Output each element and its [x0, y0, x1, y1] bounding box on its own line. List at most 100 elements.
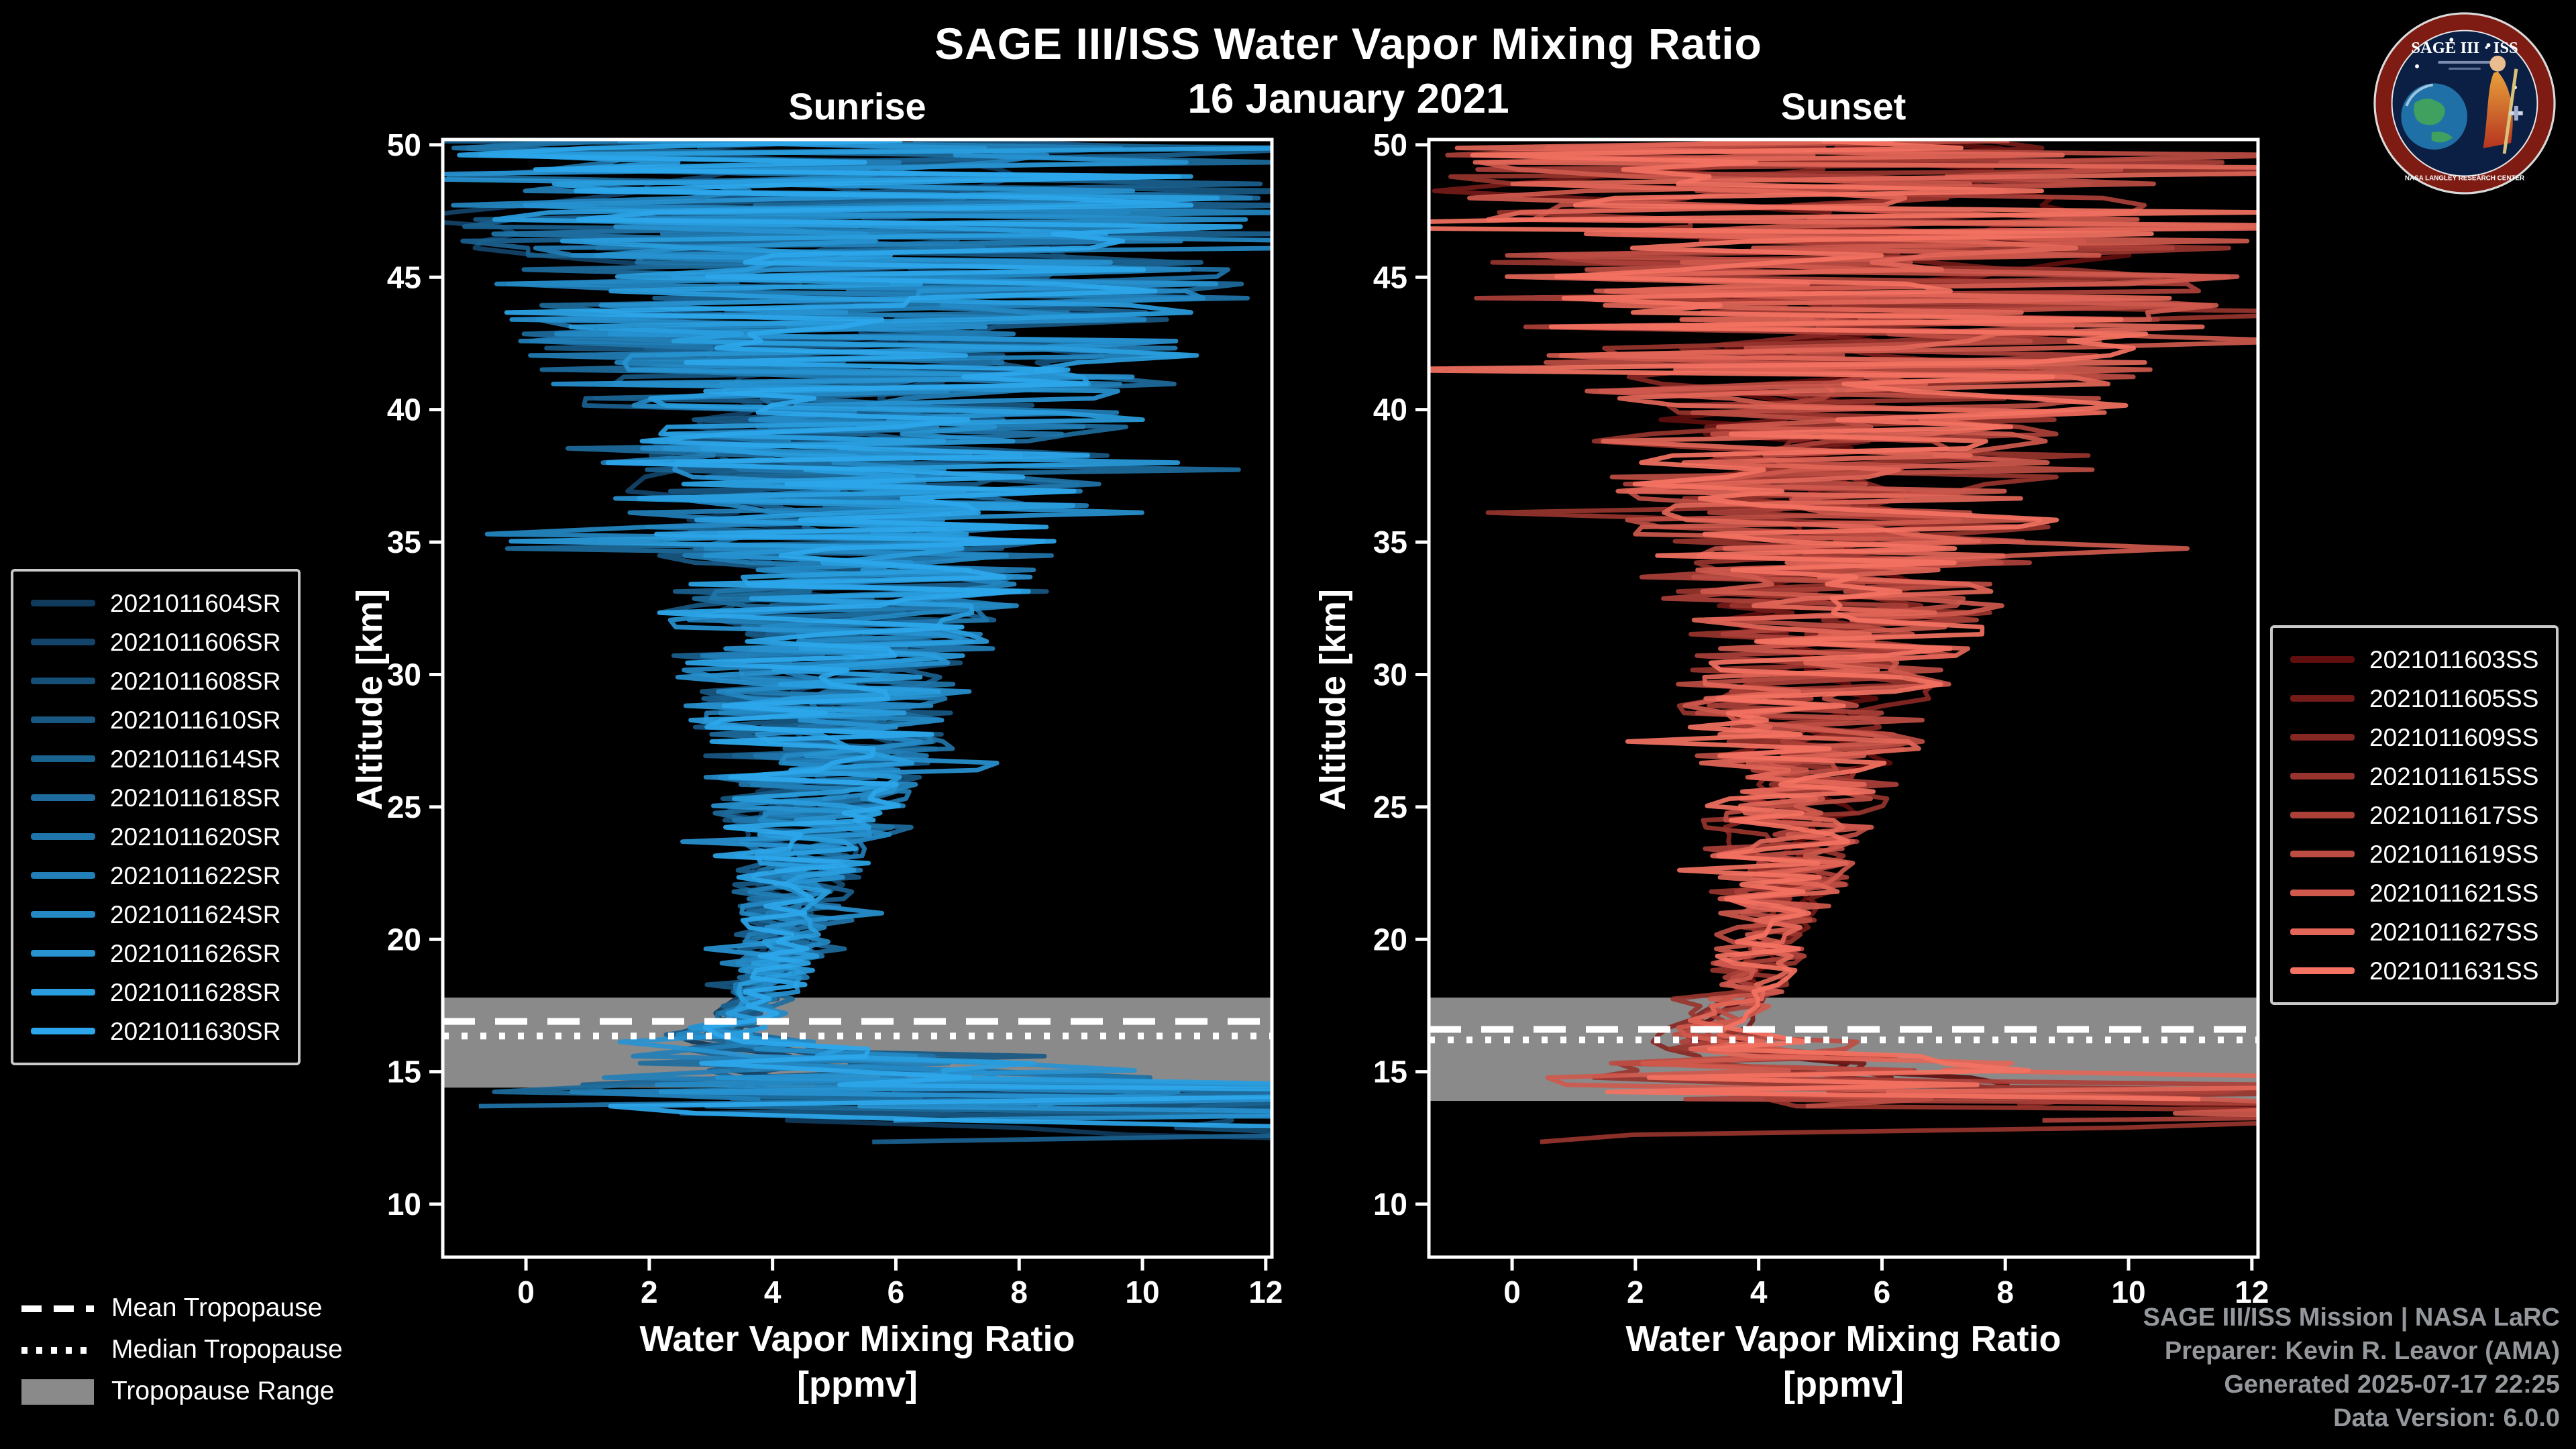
y-tick-label: 10 — [387, 1187, 421, 1222]
legend-line-swatch — [31, 950, 95, 957]
x-tick-label: 10 — [1125, 1275, 1159, 1309]
legend-line-swatch — [31, 911, 95, 918]
legend-item: 2021011631SS — [2290, 951, 2538, 990]
legend-item: 2021011604SR — [31, 584, 280, 623]
legend-label: Mean Tropopause — [111, 1293, 323, 1322]
legend-label: 2021011624SR — [110, 900, 281, 928]
y-tick-label: 40 — [387, 392, 421, 427]
star — [2486, 43, 2491, 48]
legend-label: Median Tropopause — [111, 1334, 343, 1364]
legend-item: 2021011608SR — [31, 661, 280, 700]
legend-label: 2021011615SS — [2369, 761, 2539, 790]
x-axis-label-line1: Water Vapor Mixing Ratio — [639, 1319, 1075, 1359]
axes-box — [441, 138, 1274, 1259]
legend-label: 2021011604SR — [110, 588, 281, 616]
legend-item: 2021011630SR — [31, 1012, 280, 1051]
legend-line-swatch — [31, 678, 95, 684]
x-tick-label: 6 — [1874, 1275, 1891, 1309]
legend-label: 2021011628SR — [110, 977, 281, 1006]
x-tick-label: 6 — [888, 1275, 905, 1309]
legend-line-swatch — [2290, 812, 2355, 818]
y-tick-label: 15 — [1373, 1055, 1407, 1089]
x-tick-label: 0 — [1503, 1275, 1521, 1309]
y-tick-label: 25 — [1373, 790, 1407, 824]
y-tick-label: 30 — [387, 657, 421, 692]
credit-line: Generated 2025-07-17 22:25 — [2224, 1371, 2560, 1399]
legend-label: 2021011617SS — [2369, 800, 2539, 828]
legend-item-mean-tropopause: Mean Tropopause — [21, 1293, 343, 1323]
legend-line-swatch — [31, 872, 95, 879]
legend-item-median-tropopause: Median Tropopause — [21, 1334, 343, 1364]
y-tick-label: 45 — [1373, 260, 1407, 294]
legend-item: 2021011627SS — [2290, 912, 2538, 951]
sunrise-legend: 2021011604SR 2021011606SR 2021011608SR 2021… — [11, 569, 301, 1065]
legend-label: 2021011619SS — [2369, 839, 2539, 867]
sunrise-panel-title: Sunrise — [788, 86, 926, 127]
legend-label: 2021011610SR — [110, 705, 281, 733]
y-tick-label: 45 — [387, 260, 421, 294]
legend-line-swatch — [31, 1028, 95, 1034]
sage-iii-iss-mission-patch: SAGE III · ISS NASA LANGLEY RESEARCH CEN… — [2373, 12, 2556, 195]
y-tick-label: 25 — [387, 790, 421, 824]
legend-line-swatch — [2290, 967, 2355, 974]
figure-head — [2489, 56, 2506, 72]
legend-item: 2021011609SS — [2290, 718, 2538, 757]
tropopause-legend: Mean Tropopause Median Tropopause Tropop… — [21, 1293, 343, 1418]
profile-line-2021011627SS — [1454, 140, 2258, 1094]
figure-date: 16 January 2021 — [1187, 75, 1509, 122]
legend-line-swatch — [2290, 890, 2355, 896]
legend-item: 2021011618SR — [31, 778, 280, 817]
legend-label: 2021011627SS — [2369, 917, 2539, 945]
legend-label: 2021011631SS — [2369, 956, 2539, 984]
sunset-plot: 0 2 4 6 8 10 12 10 15 20 25 30 35 40 45 50 — [1373, 127, 2269, 1309]
legend-line-swatch — [31, 639, 95, 645]
y-tick-label: 20 — [387, 922, 421, 957]
x-axis-label-line2: [ppmv] — [1783, 1364, 1904, 1405]
x-tick-label: 0 — [517, 1275, 535, 1309]
legend-item: 2021011619SS — [2290, 835, 2538, 873]
x-tick-label: 2 — [641, 1275, 658, 1309]
x-tick-label: 4 — [764, 1275, 782, 1309]
x-tick-label: 2 — [1627, 1275, 1644, 1309]
credit-line: Data Version: 6.0.0 — [2333, 1404, 2560, 1433]
dotted-line-swatch — [21, 1346, 94, 1353]
x-tick-label: 8 — [1010, 1275, 1028, 1309]
legend-label: 2021011620SR — [110, 822, 281, 850]
legend-item: 2021011603SS — [2290, 640, 2538, 679]
profile-line-2021011624SR — [451, 140, 1272, 1109]
legend-item: 2021011622SR — [31, 856, 280, 895]
y-tick-label: 50 — [1373, 127, 1407, 162]
patch-title: SAGE III · ISS — [2411, 39, 2518, 57]
figure-title: SAGE III/ISS Water Vapor Mixing Ratio — [934, 19, 1762, 68]
sunrise-plot: 0 2 4 6 8 10 12 10 15 20 25 30 35 40 45 50 — [387, 127, 1283, 1309]
legend-line-swatch — [31, 794, 95, 801]
axes-box — [1427, 138, 2260, 1259]
sunset-panel-title: Sunset — [1780, 86, 1907, 127]
y-tick-label: 20 — [1373, 922, 1407, 957]
legend-item: 2021011605SS — [2290, 679, 2538, 718]
credit-line: Preparer: Kevin R. Leavor (AMA) — [2164, 1337, 2560, 1366]
x-tick-label: 12 — [1248, 1275, 1283, 1309]
x-axis-label-line1: Water Vapor Mixing Ratio — [1625, 1319, 2061, 1359]
star — [2449, 38, 2454, 42]
sunrise-y-axis-label: Altitude [km] — [350, 589, 390, 810]
profile-line-2021011621SS — [1467, 140, 2258, 1118]
legend-item: 2021011624SR — [31, 895, 280, 934]
legend-label: 2021011606SR — [110, 627, 281, 655]
y-tick-label: 10 — [1373, 1187, 1407, 1222]
legend-label: 2021011603SS — [2369, 645, 2539, 673]
sunrise-x-axis-label: Water Vapor Mixing Ratio [ppmv] — [443, 1318, 1272, 1408]
credit-line: SAGE III/ISS Mission | NASA LaRC — [2143, 1303, 2560, 1332]
y-tick-label: 15 — [387, 1055, 421, 1089]
legend-label: 2021011608SR — [110, 666, 281, 694]
legend-line-swatch — [31, 755, 95, 762]
sunset-x-axis-label: Water Vapor Mixing Ratio [ppmv] — [1429, 1318, 2258, 1408]
y-tick-label: 35 — [387, 525, 421, 559]
x-tick-label: 4 — [1750, 1275, 1768, 1309]
profile-line-2021011631SS — [1429, 140, 2258, 1102]
x-tick-label: 12 — [2235, 1275, 2269, 1309]
legend-item-tropopause-range: Tropopause Range — [21, 1376, 343, 1406]
legend-item: 2021011626SR — [31, 934, 280, 973]
legend-item: 2021011617SS — [2290, 796, 2538, 835]
profile-line-2021011628SR — [492, 146, 1272, 1086]
